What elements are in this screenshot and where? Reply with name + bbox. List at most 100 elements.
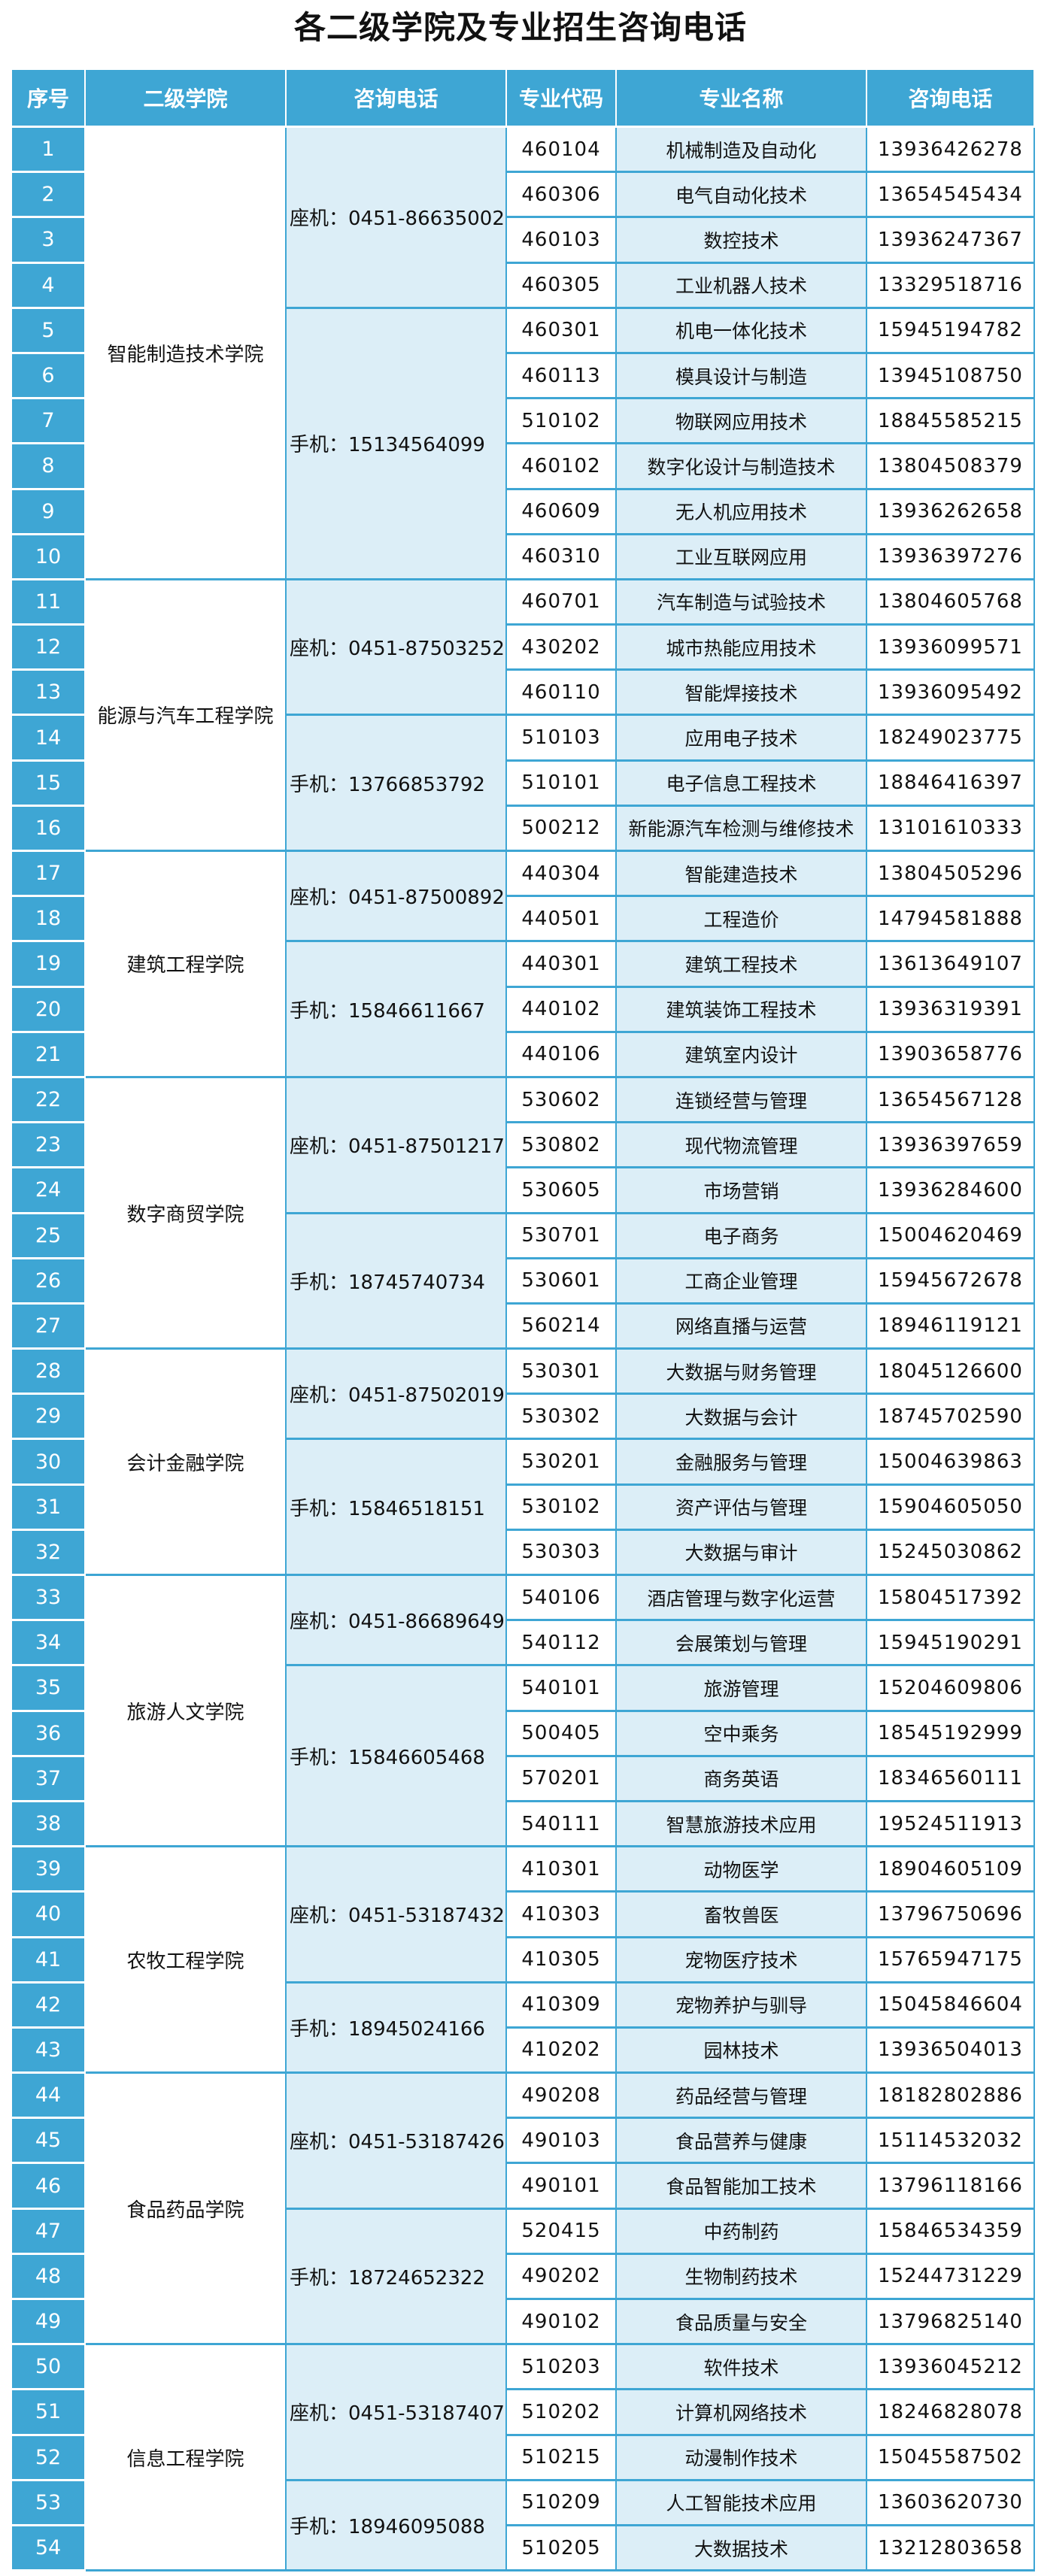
major-name: 建筑装饰工程技术: [617, 987, 867, 1033]
major-name: 资产评估与管理: [617, 1485, 867, 1531]
row-seq: 30: [12, 1440, 86, 1486]
major-phone: 13936262658: [867, 489, 1035, 535]
row-seq: 10: [12, 535, 86, 580]
major-code: 460110: [507, 671, 617, 717]
major-code: 460301: [507, 308, 617, 354]
row-seq: 32: [12, 1530, 86, 1576]
major-code: 510202: [507, 2390, 617, 2436]
major-name: 智能建造技术: [617, 852, 867, 898]
row-seq: 48: [12, 2254, 86, 2300]
major-name: 旅游管理: [617, 1666, 867, 1712]
major-name: 智慧旅游技术应用: [617, 1802, 867, 1848]
major-name: 药品经营与管理: [617, 2074, 867, 2120]
major-code: 530701: [507, 1214, 617, 1259]
major-phone: 13329518716: [867, 263, 1035, 309]
header-college: 二级学院: [86, 70, 287, 128]
major-code: 540111: [507, 1802, 617, 1848]
major-name: 会展策划与管理: [617, 1621, 867, 1667]
major-code: 440301: [507, 942, 617, 988]
major-name: 食品营养与健康: [617, 2119, 867, 2165]
major-code: 460104: [507, 128, 617, 174]
major-name: 宠物医疗技术: [617, 1938, 867, 1984]
college-name: 会计金融学院: [86, 1350, 287, 1576]
major-code: 510203: [507, 2345, 617, 2391]
major-phone: 13804508379: [867, 444, 1035, 490]
row-seq: 39: [12, 1847, 86, 1893]
row-seq: 6: [12, 353, 86, 400]
college-phone: 座机：0451-87500892: [287, 852, 507, 943]
major-name: 数控技术: [617, 218, 867, 264]
major-phone: 13936099571: [867, 626, 1035, 671]
row-seq: 51: [12, 2390, 86, 2436]
row-seq: 37: [12, 1756, 86, 1802]
row-seq: 46: [12, 2164, 86, 2210]
college-phone: 手机：15134564099: [287, 308, 507, 580]
major-code: 490208: [507, 2074, 617, 2120]
major-phone: 15945194782: [867, 308, 1035, 354]
major-name: 畜牧兽医: [617, 1893, 867, 1938]
row-seq: 49: [12, 2300, 86, 2346]
major-name: 金融服务与管理: [617, 1440, 867, 1486]
row-seq: 21: [12, 1032, 86, 1078]
major-code: 530605: [507, 1168, 617, 1214]
major-phone: 14794581888: [867, 897, 1035, 943]
major-name: 工业机器人技术: [617, 263, 867, 309]
major-name: 大数据与会计: [617, 1395, 867, 1441]
major-name: 酒店管理与数字化运营: [617, 1576, 867, 1622]
major-name: 食品智能加工技术: [617, 2164, 867, 2210]
major-name: 中药制药: [617, 2209, 867, 2255]
major-code: 440106: [507, 1032, 617, 1078]
row-seq: 2: [12, 173, 86, 219]
major-name: 大数据技术: [617, 2526, 867, 2572]
major-code: 410305: [507, 1938, 617, 1984]
row-seq: 50: [12, 2345, 86, 2391]
major-phone: 13613649107: [867, 942, 1035, 988]
major-name: 工程造价: [617, 897, 867, 943]
major-phone: 15204609806: [867, 1666, 1035, 1712]
row-seq: 4: [12, 263, 86, 309]
major-phone: 18946119121: [867, 1304, 1035, 1350]
major-phone: 13804505296: [867, 852, 1035, 898]
major-code: 490101: [507, 2164, 617, 2210]
major-phone: 13945108750: [867, 353, 1035, 400]
major-name: 建筑工程技术: [617, 942, 867, 988]
row-seq: 45: [12, 2119, 86, 2165]
row-seq: 36: [12, 1711, 86, 1757]
major-code: 410303: [507, 1893, 617, 1938]
college-phone: 座机：0451-87502019: [287, 1350, 507, 1441]
major-phone: 13903658776: [867, 1032, 1035, 1078]
row-seq: 16: [12, 806, 86, 852]
row-seq: 43: [12, 2028, 86, 2074]
row-seq: 8: [12, 444, 86, 490]
major-name: 模具设计与制造: [617, 353, 867, 400]
row-seq: 42: [12, 1983, 86, 2029]
major-code: 560214: [507, 1304, 617, 1350]
major-phone: 18249023775: [867, 716, 1035, 762]
major-phone: 13654567128: [867, 1077, 1035, 1124]
major-code: 460113: [507, 353, 617, 400]
major-phone: 13936504013: [867, 2028, 1035, 2074]
major-name: 汽车制造与试验技术: [617, 580, 867, 626]
major-name: 物联网应用技术: [617, 399, 867, 445]
college-name: 食品药品学院: [86, 2074, 287, 2346]
row-seq: 25: [12, 1214, 86, 1259]
major-code: 570201: [507, 1756, 617, 1802]
row-seq: 54: [12, 2526, 86, 2572]
major-name: 软件技术: [617, 2345, 867, 2391]
major-code: 540106: [507, 1576, 617, 1622]
major-name: 计算机网络技术: [617, 2390, 867, 2436]
row-seq: 35: [12, 1666, 86, 1712]
major-phone: 13936426278: [867, 128, 1035, 174]
major-code: 500405: [507, 1711, 617, 1757]
major-name: 宠物养护与驯导: [617, 1983, 867, 2029]
major-name: 电气自动化技术: [617, 173, 867, 219]
major-phone: 18346560111: [867, 1756, 1035, 1802]
major-name: 应用电子技术: [617, 716, 867, 762]
major-code: 540112: [507, 1621, 617, 1667]
college-phone: 座机：0451-87503252: [287, 580, 507, 717]
major-phone: 13212803658: [867, 2526, 1035, 2572]
major-phone: 13936095492: [867, 671, 1035, 717]
major-name: 电子信息工程技术: [617, 761, 867, 807]
row-seq: 7: [12, 399, 86, 445]
college-name: 数字商贸学院: [86, 1077, 287, 1350]
